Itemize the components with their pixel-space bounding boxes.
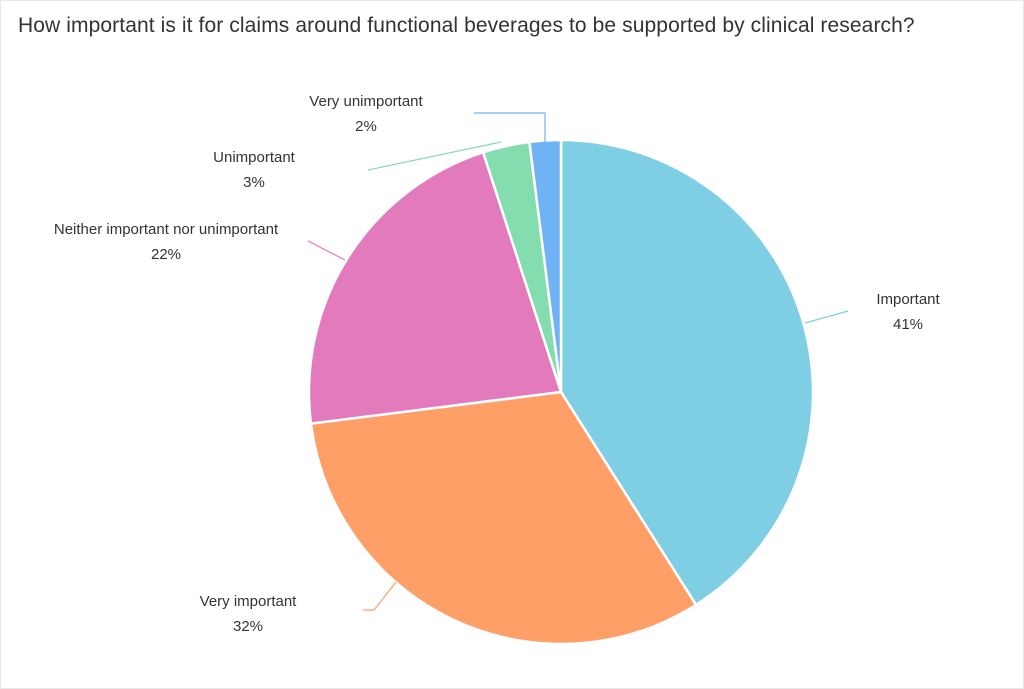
chart-title: How important is it for claims around fu… [18,14,915,37]
slice-label-important: Important [876,291,940,308]
slice-value-important: 41% [893,316,923,333]
slice-label-neither-important-nor-unimportant: Neither important nor unimportant [54,221,279,238]
leader-line-very-important [363,581,397,611]
leader-line-neither-important-nor-unimportant [307,240,346,261]
slice-labels: Important 41% Very important 32% Neither imp… [54,93,941,635]
pie-slice-important[interactable] [559,138,815,607]
leader-lines [307,112,849,611]
pie-slice-very-important[interactable] [309,390,698,646]
slice-label-very-unimportant: Very unimportant [309,93,423,110]
slice-value-neither-important-nor-unimportant: 22% [151,246,181,263]
slice-label-very-important: Very important [200,593,298,610]
leader-line-unimportant [367,141,502,171]
slice-value-very-unimportant: 2% [355,118,377,135]
leader-line-very-unimportant [474,112,546,143]
slice-value-unimportant: 3% [243,174,265,191]
pie-slice-neither-important-nor-unimportant[interactable] [307,150,563,425]
leader-line-important [804,310,849,324]
pie-slices [307,138,815,646]
slice-value-very-important: 32% [233,618,263,635]
slice-label-unimportant: Unimportant [213,149,296,166]
